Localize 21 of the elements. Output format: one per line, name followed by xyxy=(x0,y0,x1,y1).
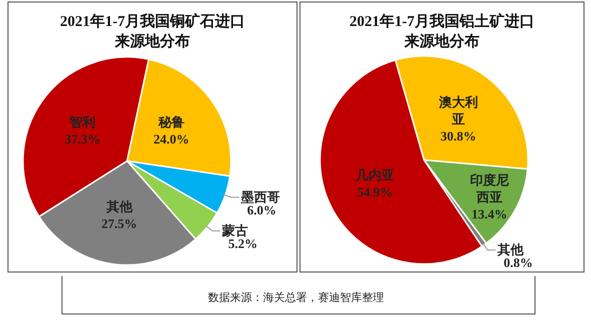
slice-label: 印度尼西亚 xyxy=(470,172,509,204)
data-label: 6.0% xyxy=(247,202,276,218)
data-label: 13.4% xyxy=(472,206,508,222)
data-label: 0.8% xyxy=(504,254,533,270)
slice-label: 墨西哥 xyxy=(240,189,280,204)
chart-title: 2021年1-7月我国铜矿石进口来源地分布 xyxy=(60,12,245,50)
slice-label: 几内亚 xyxy=(354,167,394,182)
slice-label: 其他 xyxy=(496,242,525,257)
slice-label: 智利 xyxy=(68,114,96,130)
data-label: 5.2% xyxy=(228,236,258,251)
data-label: 30.8% xyxy=(440,128,476,144)
data-label: 24.0% xyxy=(154,132,190,147)
chart-title: 2021年1-7月我国铝土矿进口来源地分布 xyxy=(350,12,534,50)
slice-label: 其他 xyxy=(105,199,134,214)
data-label: 37.3% xyxy=(64,132,100,147)
data-label: 54.9% xyxy=(357,184,393,200)
data-label: 27.5% xyxy=(101,216,138,232)
slice-label: 秘鲁 xyxy=(157,114,184,130)
slice-label: 蒙古 xyxy=(221,222,248,238)
slice-label: 澳大利亚 xyxy=(438,94,478,126)
source-note: 数据来源：海关总署，赛迪智库整理 xyxy=(208,291,384,304)
